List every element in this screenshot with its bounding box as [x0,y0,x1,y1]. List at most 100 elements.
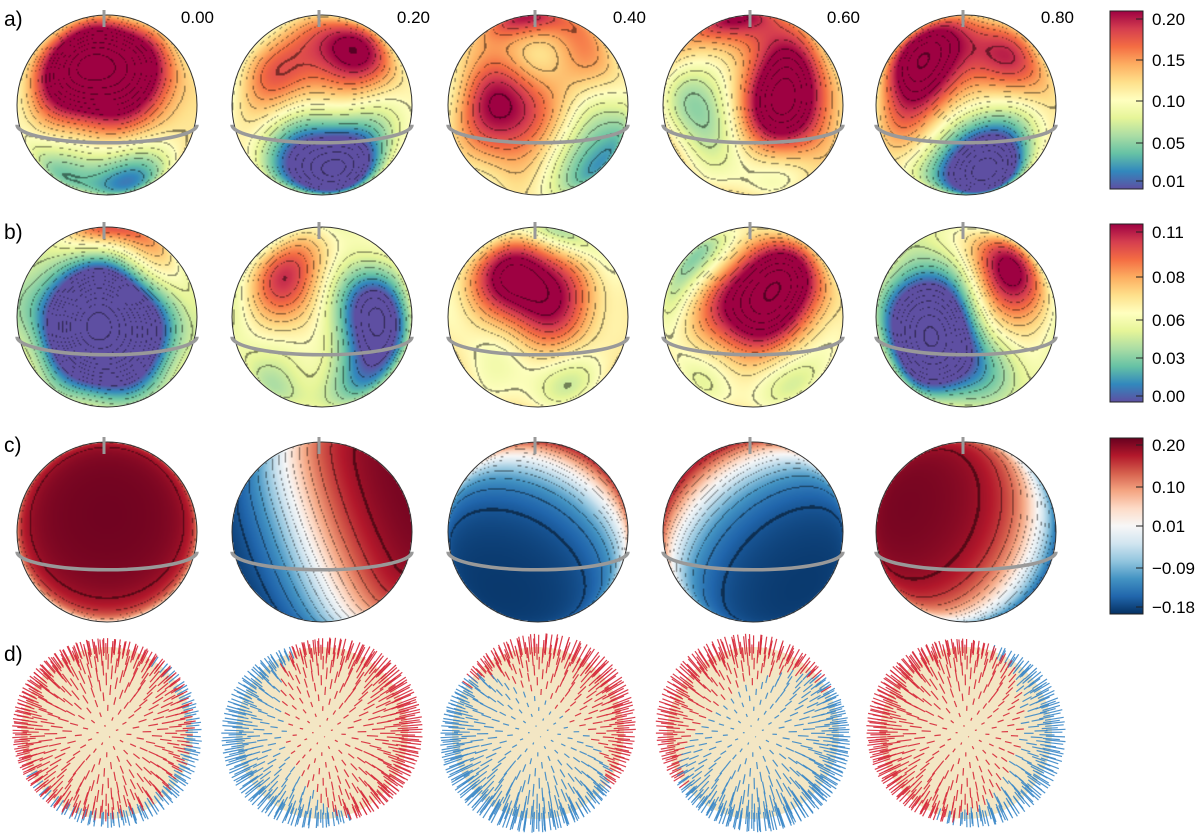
field-vector-negative [112,812,115,827]
field-vector-positive [157,708,170,715]
field-vector-positive [911,651,923,668]
field-vector-positive [176,759,188,766]
field-vector-negative [718,788,727,802]
field-vector-positive [383,704,401,712]
field-vector-positive [19,761,34,769]
field-vector-positive [52,656,62,669]
field-vector-positive [358,691,369,701]
field-vector-negative [442,729,460,732]
field-vector-negative [1030,736,1043,739]
field-vector-positive [528,636,531,655]
field-vector-positive [945,786,950,798]
field-vector-negative [267,799,280,817]
sphere-surface [876,15,1056,195]
field-vector-positive [925,710,935,717]
field-vector-positive [554,704,559,709]
field-vector-positive [576,644,588,664]
field-vector-positive [892,767,908,777]
field-vector-positive [110,665,113,680]
field-vector-negative [794,679,803,689]
field-vector-positive [17,698,34,706]
field-vector-positive [932,750,940,756]
field-vector-positive [682,660,698,677]
field-vector-positive [88,640,92,656]
field-vector-negative [131,807,138,821]
field-vector-negative [699,780,710,792]
field-vector-positive [17,726,34,730]
field-vector-positive [178,722,192,726]
field-vector-negative [288,788,296,799]
field-vector-positive [559,677,565,687]
field-vector-positive [39,787,51,798]
field-vector-negative [730,698,735,704]
field-vector-positive [666,761,680,768]
field-vector-positive [920,647,930,663]
field-vector-positive [35,773,49,783]
field-vector-negative [821,729,838,732]
field-vector-negative [718,723,725,726]
field-vector-positive [317,640,320,656]
field-vector-positive [961,662,964,676]
field-vector-negative [516,754,522,760]
field-vector-positive [308,644,312,659]
field-vector-positive [719,638,728,658]
field-vector-negative [487,695,497,703]
field-vector-negative [815,725,830,728]
field-vector-positive [47,656,59,671]
sphere-b-2 [230,222,414,408]
field-vector-negative [487,736,498,739]
field-vector-positive [669,737,682,740]
field-vector-positive [386,765,403,775]
field-vector-negative [541,812,544,833]
field-vector-positive [1000,756,1008,762]
field-vector-positive [27,679,42,690]
field-vector-negative [772,759,779,767]
field-vector-positive [671,678,688,690]
field-vector-negative [225,708,246,715]
field-vector-positive [71,690,80,701]
field-vector-positive [338,702,344,709]
field-vector-negative [775,696,781,703]
field-vector-negative [817,736,834,739]
field-vector-positive [112,745,116,750]
field-vector-positive [560,697,565,703]
field-vector-negative [150,656,159,668]
field-vector-positive [490,650,500,665]
field-vector-negative [769,794,775,812]
field-vector-positive [310,671,314,682]
field-vector-positive [504,671,511,681]
field-vector-negative [824,722,841,726]
field-vector-negative [812,784,828,799]
field-vector-negative [1042,737,1060,741]
field-vector-positive [975,801,979,812]
field-vector-negative [714,772,723,782]
field-vector-positive [33,745,49,750]
field-vector-positive [62,697,73,707]
field-vector-positive [376,720,392,725]
field-vector-positive [778,645,785,661]
field-vector-positive [712,664,721,677]
field-vector-positive [877,767,895,778]
field-vector-positive [592,721,603,725]
field-vector-positive [79,776,86,787]
field-vector-positive [381,784,394,796]
field-vector-positive [40,720,55,725]
field-vector-positive [605,710,621,716]
field-vector-positive [960,742,963,745]
field-vector-positive [43,776,56,788]
field-vector-positive [694,691,705,699]
field-vector-positive [910,780,923,793]
equator-ring [874,551,1058,572]
field-vector-positive [607,759,620,766]
field-vector-negative [42,789,52,800]
field-vector-negative [532,783,535,797]
field-vector-positive [892,773,908,784]
field-vector-negative [820,773,839,785]
field-vector-negative [68,805,76,819]
field-vector-negative [222,736,243,739]
field-vector-positive [785,645,794,661]
field-vector-positive [727,687,733,694]
colorbar-b-ticks [1136,231,1143,397]
field-vector-negative [176,688,189,696]
field-vector-positive [976,791,980,802]
